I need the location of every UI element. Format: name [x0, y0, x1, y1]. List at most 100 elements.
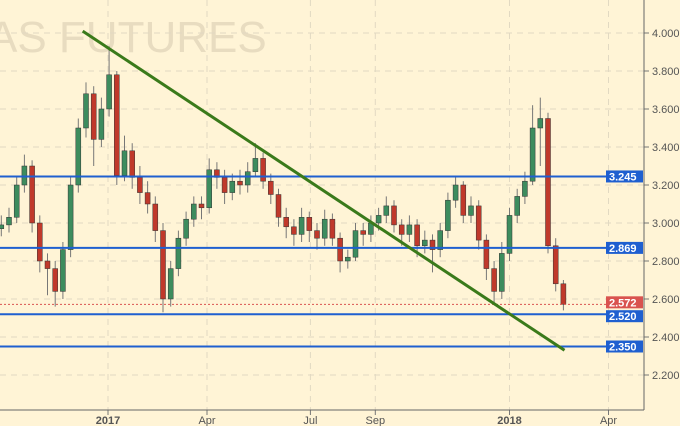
y-tick-label: 3.600: [652, 104, 680, 116]
level-label: 3.245: [609, 171, 637, 183]
candle-down: [475, 205, 482, 241]
level-badge: [606, 241, 643, 254]
candle-down: [306, 217, 313, 231]
candle-up: [106, 74, 112, 110]
candle-up: [75, 127, 82, 186]
candle-up: [121, 150, 128, 176]
candle-down: [275, 194, 282, 218]
candle-up: [0, 224, 5, 229]
candle-up: [514, 196, 520, 216]
watermark: AS FUTURES: [0, 13, 267, 62]
candle-down: [129, 150, 135, 178]
candle-up: [383, 205, 390, 216]
candle-up: [406, 224, 413, 235]
candle-up: [229, 180, 236, 193]
y-tick-label: 4.000: [652, 28, 680, 40]
candle-down: [260, 158, 266, 182]
y-tick-label: 2.400: [652, 332, 680, 344]
candle-down: [37, 222, 43, 262]
level-badge: [606, 310, 643, 323]
candle-up: [60, 249, 66, 292]
candle-down: [44, 260, 51, 269]
candle-up: [298, 217, 305, 235]
grid: [0, 0, 644, 410]
x-tick-label: Sep: [366, 415, 386, 426]
candle-down: [268, 180, 274, 195]
y-tick-label: 2.600: [652, 294, 680, 306]
candle-down: [198, 203, 205, 209]
candle-down: [560, 283, 567, 305]
candle-down: [90, 93, 97, 140]
candle-up: [345, 256, 351, 262]
candle-down: [137, 177, 143, 193]
candle-up: [206, 169, 212, 209]
candle-up: [175, 237, 182, 269]
price-levels: 2.572 3.245 2.869 2.520 2.350: [0, 170, 643, 354]
candle-down: [291, 226, 297, 235]
trendline: [81, 29, 566, 352]
trendline-layer: [81, 29, 566, 352]
y-tick-label: 2.200: [652, 370, 680, 382]
candle-down: [360, 230, 366, 235]
candle-down: [391, 205, 397, 226]
candle-up: [252, 158, 259, 172]
y-tick-label: 3.200: [652, 180, 680, 192]
candle-up: [506, 215, 513, 254]
level-label: 2.520: [609, 311, 637, 323]
candle-down: [52, 268, 58, 292]
candle-down: [314, 230, 320, 239]
y-tick-label: 3.000: [652, 218, 680, 230]
candle-up: [244, 171, 251, 186]
candle-up: [13, 184, 20, 218]
candle-up: [183, 218, 189, 239]
candle-up: [452, 184, 459, 201]
candle-down: [398, 224, 405, 235]
candle-up: [83, 93, 89, 129]
candle-down: [552, 245, 559, 285]
level-badge: [606, 170, 643, 183]
candle-down: [283, 217, 289, 228]
candle-down: [152, 203, 159, 231]
x-tick-label: 2017: [96, 415, 120, 426]
candle-up: [67, 184, 74, 250]
candle-down: [221, 177, 228, 193]
level-badge: [606, 340, 643, 353]
candle-up: [191, 203, 197, 220]
candle-up: [321, 218, 328, 239]
candle-down: [414, 224, 420, 247]
candle-up: [375, 215, 382, 224]
candle-down: [160, 230, 166, 300]
x-tick-label: Apr: [198, 415, 215, 426]
last-price-badge: [606, 296, 643, 309]
x-tick-label: Jul: [303, 415, 317, 426]
candle-up: [352, 230, 359, 258]
candle-down: [144, 192, 151, 205]
candle-down: [237, 180, 243, 186]
candles: [0, 46, 567, 313]
level-label: 2.350: [609, 342, 637, 354]
candle-up: [98, 108, 105, 140]
last-price-label: 2.572: [609, 297, 637, 309]
candle-up: [522, 180, 528, 197]
x-tick-label: 2018: [497, 415, 521, 426]
candle-down: [483, 239, 490, 269]
candle-up: [422, 239, 428, 247]
y-tick-label: 3.800: [652, 66, 680, 78]
y-tick-label: 2.800: [652, 256, 680, 268]
candle-down: [460, 184, 467, 216]
candle-down: [337, 237, 343, 262]
candle-down: [429, 239, 436, 250]
candle-up: [468, 205, 474, 216]
candle-down: [491, 268, 497, 292]
candle-down: [329, 218, 336, 239]
candle-up: [499, 253, 505, 292]
level-label: 2.869: [609, 243, 637, 255]
candle-down: [114, 74, 120, 176]
candle-down: [545, 118, 551, 247]
candle-up: [437, 230, 443, 250]
candle-up: [6, 217, 12, 226]
x-tick-label: Apr: [600, 415, 617, 426]
